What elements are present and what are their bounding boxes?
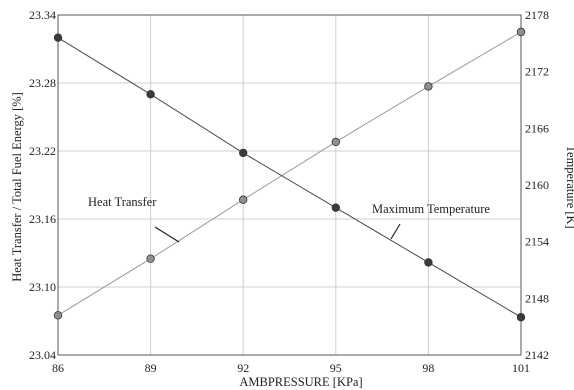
y-left-tick-label: 23.10: [29, 280, 56, 294]
point-heat-transfer: [331, 137, 340, 147]
x-tick-label: 89: [145, 361, 157, 375]
annotation-maximum-temperature-leader: [390, 223, 401, 240]
y-left-tick-label: 23.22: [29, 144, 56, 158]
y-right-tick-label: 2160: [525, 178, 549, 192]
plot-frame: [57, 14, 522, 356]
y-right-tick-labels: 2142 2148 2154 2160 2166 2172 2178: [525, 8, 549, 362]
grid: [57, 14, 522, 356]
y-right-tick-label: 2166: [525, 121, 549, 135]
point-maximum-temperature: [146, 90, 155, 99]
point-maximum-temperature: [331, 203, 340, 212]
series-line-heat-transfer: [57, 31, 522, 316]
point-heat-transfer: [424, 82, 433, 91]
series-lines: [57, 31, 522, 318]
y-left-tick-label: 23.16: [29, 212, 56, 226]
point-heat-transfer: [516, 27, 526, 37]
x-tick-label: 92: [237, 361, 249, 375]
x-tick-label: 98: [422, 361, 434, 375]
y-right-tick-label: 2148: [525, 291, 549, 305]
x-axis-title: AMBPRESSURE [KPa]: [239, 375, 362, 389]
point-heat-transfer: [53, 311, 63, 320]
point-maximum-temperature: [238, 148, 248, 158]
y-left-axis-title: Heat Transfer / Total Fuel Energy [%]: [10, 92, 24, 282]
y-right-tick-label: 2142: [525, 348, 549, 362]
point-heat-transfer: [146, 254, 155, 263]
y-right-tick-label: 2178: [525, 8, 549, 22]
y-right-tick-label: 2172: [525, 65, 549, 79]
y-right-tick-label: 2154: [525, 235, 549, 249]
point-maximum-temperature: [53, 33, 63, 42]
series-line-maximum-temperature: [57, 37, 522, 318]
annotation-maximum-temperature: Maximum Temperature: [372, 202, 490, 216]
point-maximum-temperature: [424, 258, 433, 267]
annotation-heat-transfer: Heat Transfer: [88, 195, 157, 209]
y-left-tick-labels: 23.04 23.10 23.16 23.22 23.28 23.34: [29, 8, 56, 362]
x-tick-label: 101: [512, 361, 530, 375]
x-tick-labels: 86 89 92 95 98 101: [52, 361, 530, 375]
point-maximum-temperature: [516, 313, 526, 322]
y-left-tick-label: 23.04: [29, 348, 56, 362]
y-left-tick-label: 23.34: [29, 8, 56, 22]
point-heat-transfer: [238, 195, 248, 204]
y-left-tick-label: 23.28: [29, 76, 56, 90]
x-tick-label: 95: [330, 361, 342, 375]
annotations: Heat Transfer Maximum Temperature: [88, 195, 490, 243]
series-points: [53, 27, 526, 322]
x-tick-label: 86: [52, 361, 64, 375]
y-right-axis-title: Temperature [K]: [564, 145, 574, 228]
annotation-heat-transfer-leader: [154, 226, 180, 243]
